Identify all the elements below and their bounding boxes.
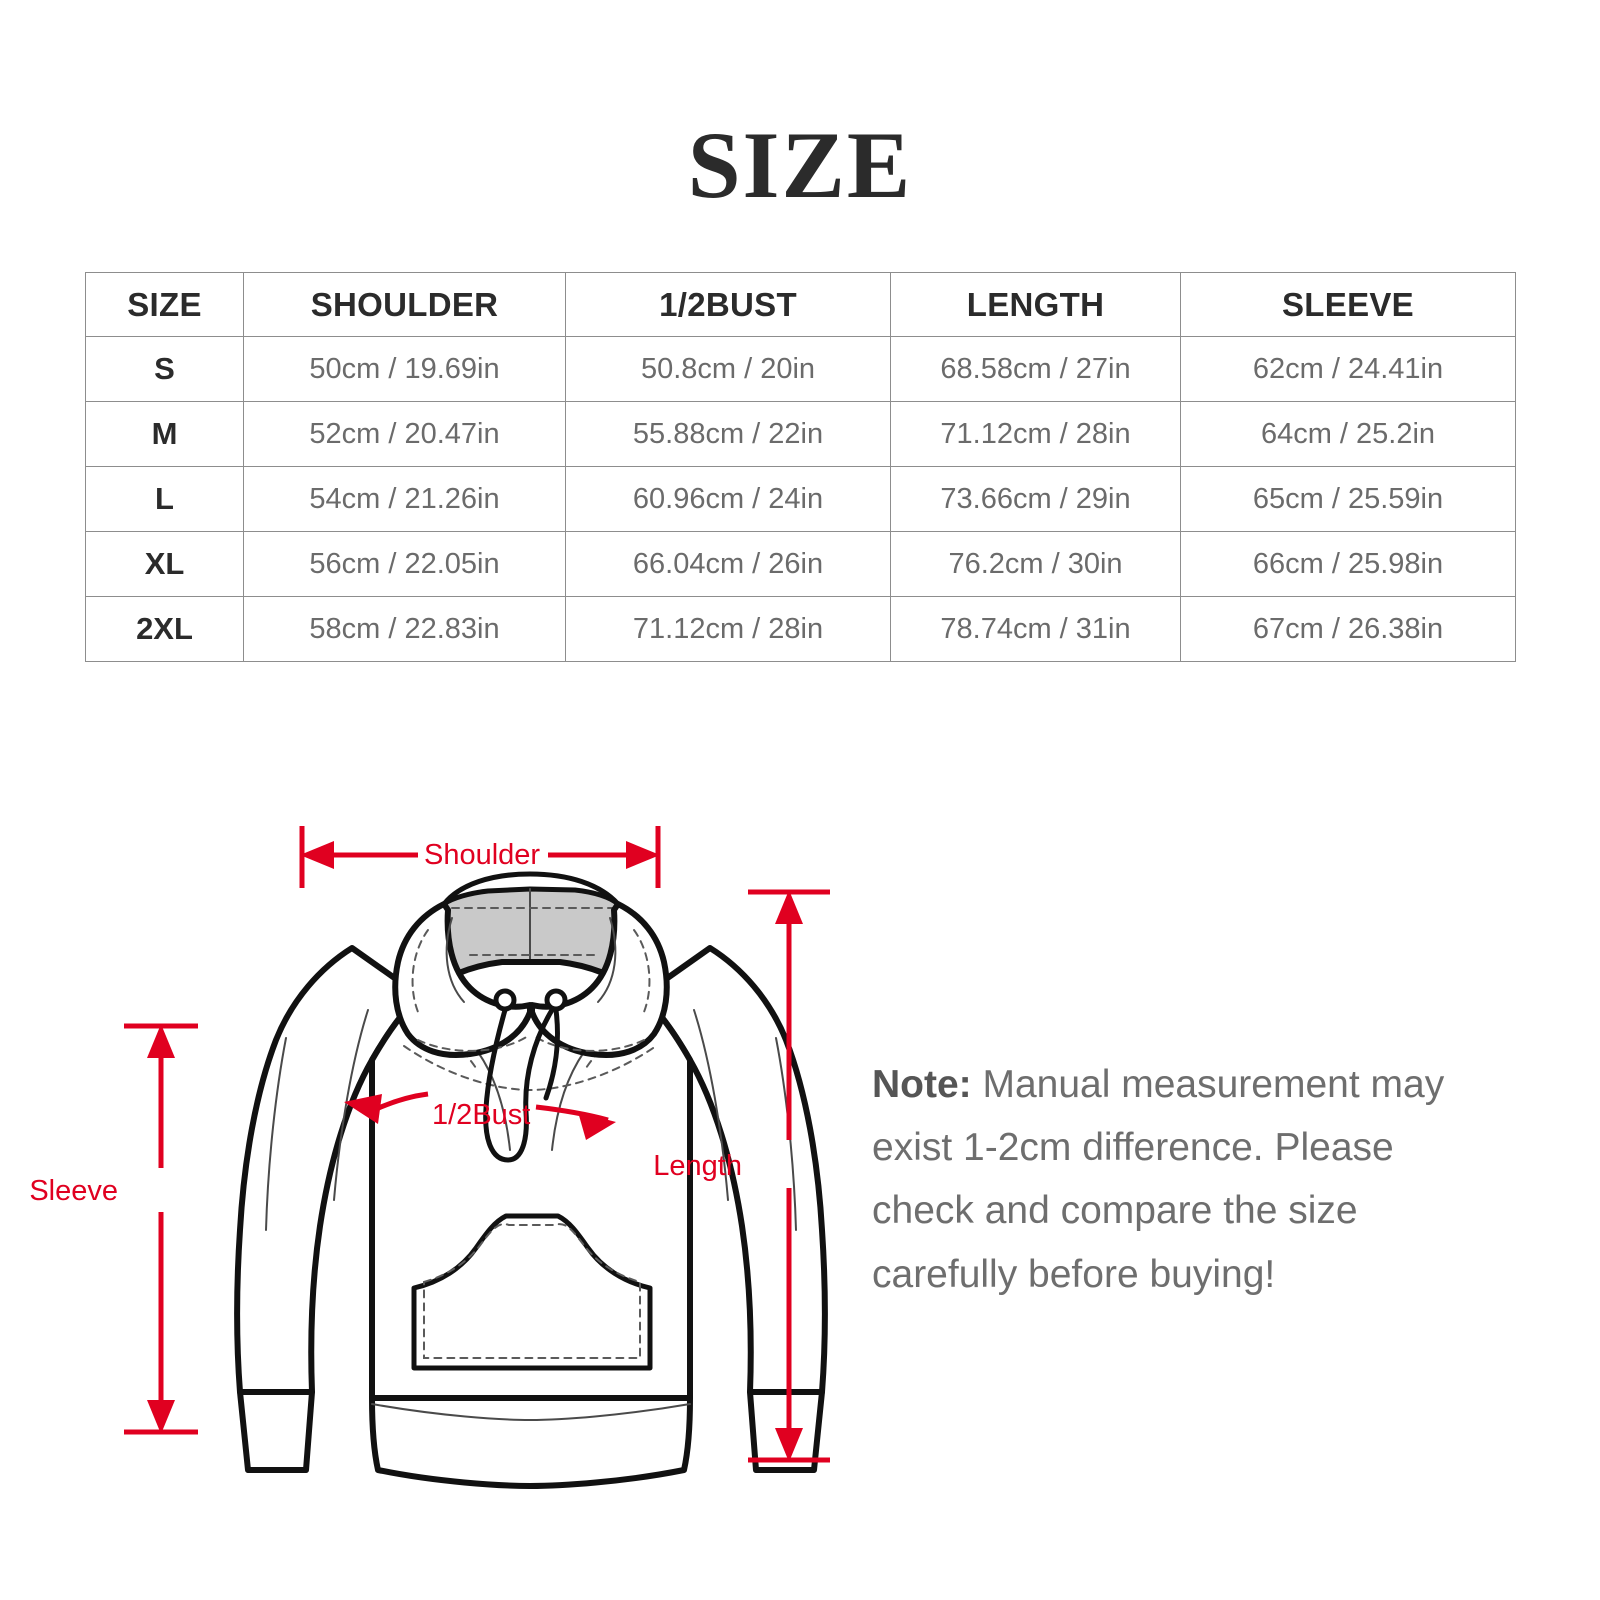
cell-length: 76.2cm / 30in	[890, 531, 1181, 597]
cell-sleeve: 65cm / 25.59in	[1180, 466, 1516, 532]
table-row: XL 56cm / 22.05in 66.04cm / 26in 76.2cm …	[85, 531, 1516, 597]
cell-bust: 50.8cm / 20in	[565, 336, 891, 402]
cell-shoulder: 52cm / 20.47in	[243, 401, 566, 467]
cell-bust: 71.12cm / 28in	[565, 596, 891, 662]
size-table: SIZE SHOULDER 1/2BUST LENGTH SLEEVE S 50…	[85, 272, 1516, 662]
column-header-bust: 1/2BUST	[565, 272, 891, 337]
note-text: Note: Manual measurement may exist 1-2cm…	[872, 1053, 1492, 1306]
bust-label: 1/2Bust	[432, 1099, 530, 1131]
bust-dimension: 1/2Bust	[344, 1091, 616, 1140]
table-row: M 52cm / 20.47in 55.88cm / 22in 71.12cm …	[85, 401, 1516, 467]
sleeve-dimension: Sleeve	[29, 1023, 198, 1435]
cell-bust: 55.88cm / 22in	[565, 401, 891, 467]
cell-sleeve: 66cm / 25.98in	[1180, 531, 1516, 597]
shoulder-dimension: Shoulder	[299, 826, 661, 888]
cell-sleeve: 64cm / 25.2in	[1180, 401, 1516, 467]
cell-size: 2XL	[85, 596, 244, 662]
cell-size: S	[85, 336, 244, 402]
cell-bust: 66.04cm / 26in	[565, 531, 891, 597]
hoodie-illustration	[234, 871, 828, 1489]
table-row: 2XL 58cm / 22.83in 71.12cm / 28in 78.74c…	[85, 596, 1516, 662]
cell-length: 71.12cm / 28in	[890, 401, 1181, 467]
cell-size: M	[85, 401, 244, 467]
table-header-row: SIZE SHOULDER 1/2BUST LENGTH SLEEVE	[85, 272, 1516, 337]
page-title: SIZE	[687, 112, 913, 218]
length-label: Length	[653, 1150, 742, 1182]
note-label: Note:	[872, 1063, 972, 1106]
cell-shoulder: 56cm / 22.05in	[243, 531, 566, 597]
cell-size: L	[85, 466, 244, 532]
sleeve-label: Sleeve	[29, 1175, 118, 1207]
cell-sleeve: 67cm / 26.38in	[1180, 596, 1516, 662]
column-header-shoulder: SHOULDER	[243, 272, 566, 337]
cell-sleeve: 62cm / 24.41in	[1180, 336, 1516, 402]
cell-shoulder: 54cm / 21.26in	[243, 466, 566, 532]
cell-bust: 60.96cm / 24in	[565, 466, 891, 532]
column-header-length: LENGTH	[890, 272, 1181, 337]
cell-shoulder: 50cm / 19.69in	[243, 336, 566, 402]
table-row: L 54cm / 21.26in 60.96cm / 24in 73.66cm …	[85, 466, 1516, 532]
shoulder-label: Shoulder	[424, 839, 540, 871]
note-body: Manual measurement may exist 1-2cm diffe…	[872, 1063, 1445, 1296]
column-header-sleeve: SLEEVE	[1180, 272, 1516, 337]
cell-length: 68.58cm / 27in	[890, 336, 1181, 402]
cell-size: XL	[85, 531, 244, 597]
table-row: S 50cm / 19.69in 50.8cm / 20in 68.58cm /…	[85, 336, 1516, 402]
length-dimension: Length	[653, 889, 830, 1463]
cell-length: 78.74cm / 31in	[890, 596, 1181, 662]
cell-shoulder: 58cm / 22.83in	[243, 596, 566, 662]
cell-length: 73.66cm / 29in	[890, 466, 1181, 532]
column-header-size: SIZE	[85, 272, 244, 337]
